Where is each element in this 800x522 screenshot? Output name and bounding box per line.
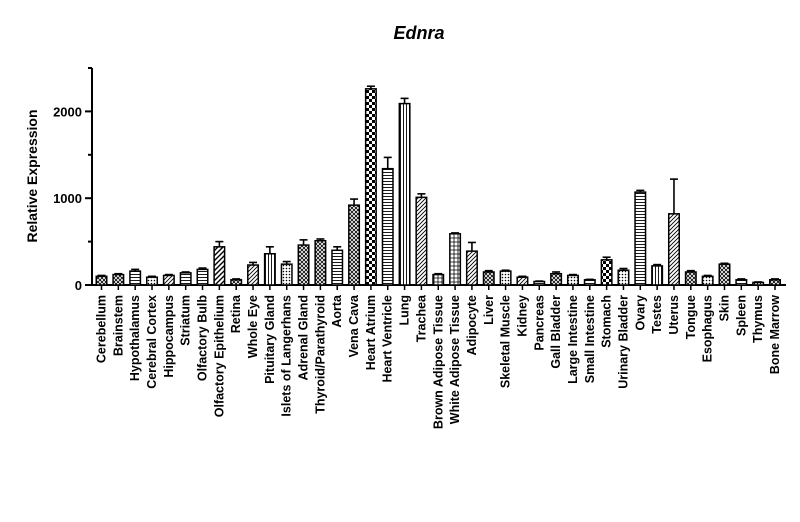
bar <box>718 263 731 286</box>
x-tick-label: Hypothalamus <box>128 295 142 381</box>
bar <box>247 264 260 286</box>
x-tick-label: Islets of Langerhans <box>280 295 294 417</box>
x-tick-label: Esophagus <box>701 295 715 362</box>
x-tick-label: Aorta <box>330 294 344 328</box>
bar <box>533 280 546 286</box>
bar <box>162 274 175 286</box>
bar <box>314 239 327 286</box>
bar <box>432 273 445 286</box>
x-tick-label: Cerebellum <box>95 295 109 363</box>
bar <box>280 263 293 286</box>
bar <box>634 191 647 286</box>
x-tick-label: Striatum <box>179 295 193 346</box>
bar <box>684 271 697 286</box>
x-tick-label: Adipocyte <box>465 295 479 355</box>
x-tick-label: Tongue <box>684 295 698 339</box>
x-tick-label: Ovary <box>633 295 647 330</box>
x-tick-label: Olfactory Epithelium <box>212 295 226 417</box>
x-tick-label: Cerebral Cortex <box>145 295 159 389</box>
y-tick-label: 0 <box>75 278 82 293</box>
bar <box>196 268 209 286</box>
x-tick-label: Kidney <box>515 295 529 337</box>
bar <box>566 274 579 286</box>
bar <box>348 204 361 286</box>
x-tick-label: Trachea <box>414 294 428 342</box>
bar <box>213 246 226 286</box>
x-tick-label: Olfactory Bulb <box>196 295 210 381</box>
x-tick-label: Bone Marrow <box>768 295 782 374</box>
bar <box>600 259 613 286</box>
bar <box>364 88 377 286</box>
x-tick-label: Pancreas <box>532 295 546 351</box>
x-tick-label: Pituitary Gland <box>263 295 277 384</box>
x-tick-label: Heart Atrium <box>364 295 378 370</box>
bar <box>769 279 781 286</box>
x-tick-label: Small Intestine <box>583 295 597 383</box>
x-tick-label: White Adipose Tissue <box>448 295 462 424</box>
x-tick-labels: Cerebellum Brainstem Hypothalamus Cerebral … <box>95 285 782 429</box>
bars <box>95 85 781 286</box>
bar <box>482 271 495 286</box>
bar <box>381 167 394 286</box>
x-tick-label: Whole Eye <box>246 295 260 358</box>
bar <box>617 269 630 286</box>
bar <box>752 281 765 286</box>
x-tick-label: Retina <box>229 294 243 333</box>
x-tick-label: Thyroid/Parathyroid <box>313 295 327 414</box>
x-tick-label: Spleen <box>734 295 748 336</box>
bar <box>583 279 596 286</box>
chart-title: Ednra <box>393 23 444 43</box>
x-tick-label: Stomach <box>600 295 614 348</box>
y-axis-label: Relative Expression <box>24 109 40 242</box>
x-tick-label: Skeletal Muscle <box>499 295 513 388</box>
x-tick-label: Testes <box>650 295 664 334</box>
bar <box>667 213 680 286</box>
x-tick-label: Large Intestine <box>566 295 580 384</box>
x-tick-label: Brown Adipose Tissue <box>431 295 445 429</box>
bar <box>146 276 159 286</box>
bar <box>516 276 529 286</box>
bar <box>331 249 344 286</box>
bar <box>179 272 192 286</box>
bar <box>701 275 714 286</box>
x-tick-label: Skin <box>717 295 731 321</box>
bar <box>297 244 310 286</box>
y-tick-label: 1000 <box>53 191 82 206</box>
x-tick-label: Adrenal Gland <box>297 295 311 380</box>
bar <box>415 196 428 286</box>
y-tick-label: 2000 <box>53 104 82 119</box>
x-tick-label: Vena Cava <box>347 294 361 358</box>
bar <box>263 253 276 286</box>
x-tick-label: Hippocampus <box>162 295 176 378</box>
bar <box>129 270 142 286</box>
x-tick-label: Liver <box>482 295 496 325</box>
x-tick-label: Gall Bladder <box>549 295 563 369</box>
bar <box>550 272 563 286</box>
bar <box>499 270 512 286</box>
bar <box>735 279 748 286</box>
bar <box>95 275 108 286</box>
bar <box>112 273 125 286</box>
x-tick-label: Uterus <box>667 295 681 335</box>
bar <box>449 233 462 286</box>
bar <box>465 250 478 286</box>
x-tick-label: Lung <box>398 295 412 326</box>
bar <box>651 265 664 286</box>
bar <box>230 279 243 286</box>
bar <box>398 102 411 286</box>
x-tick-label: Thymus <box>751 295 765 343</box>
x-tick-label: Heart Ventricle <box>381 295 395 383</box>
x-tick-label: Urinary Bladder <box>616 295 630 389</box>
x-tick-label: Brainstem <box>111 295 125 356</box>
